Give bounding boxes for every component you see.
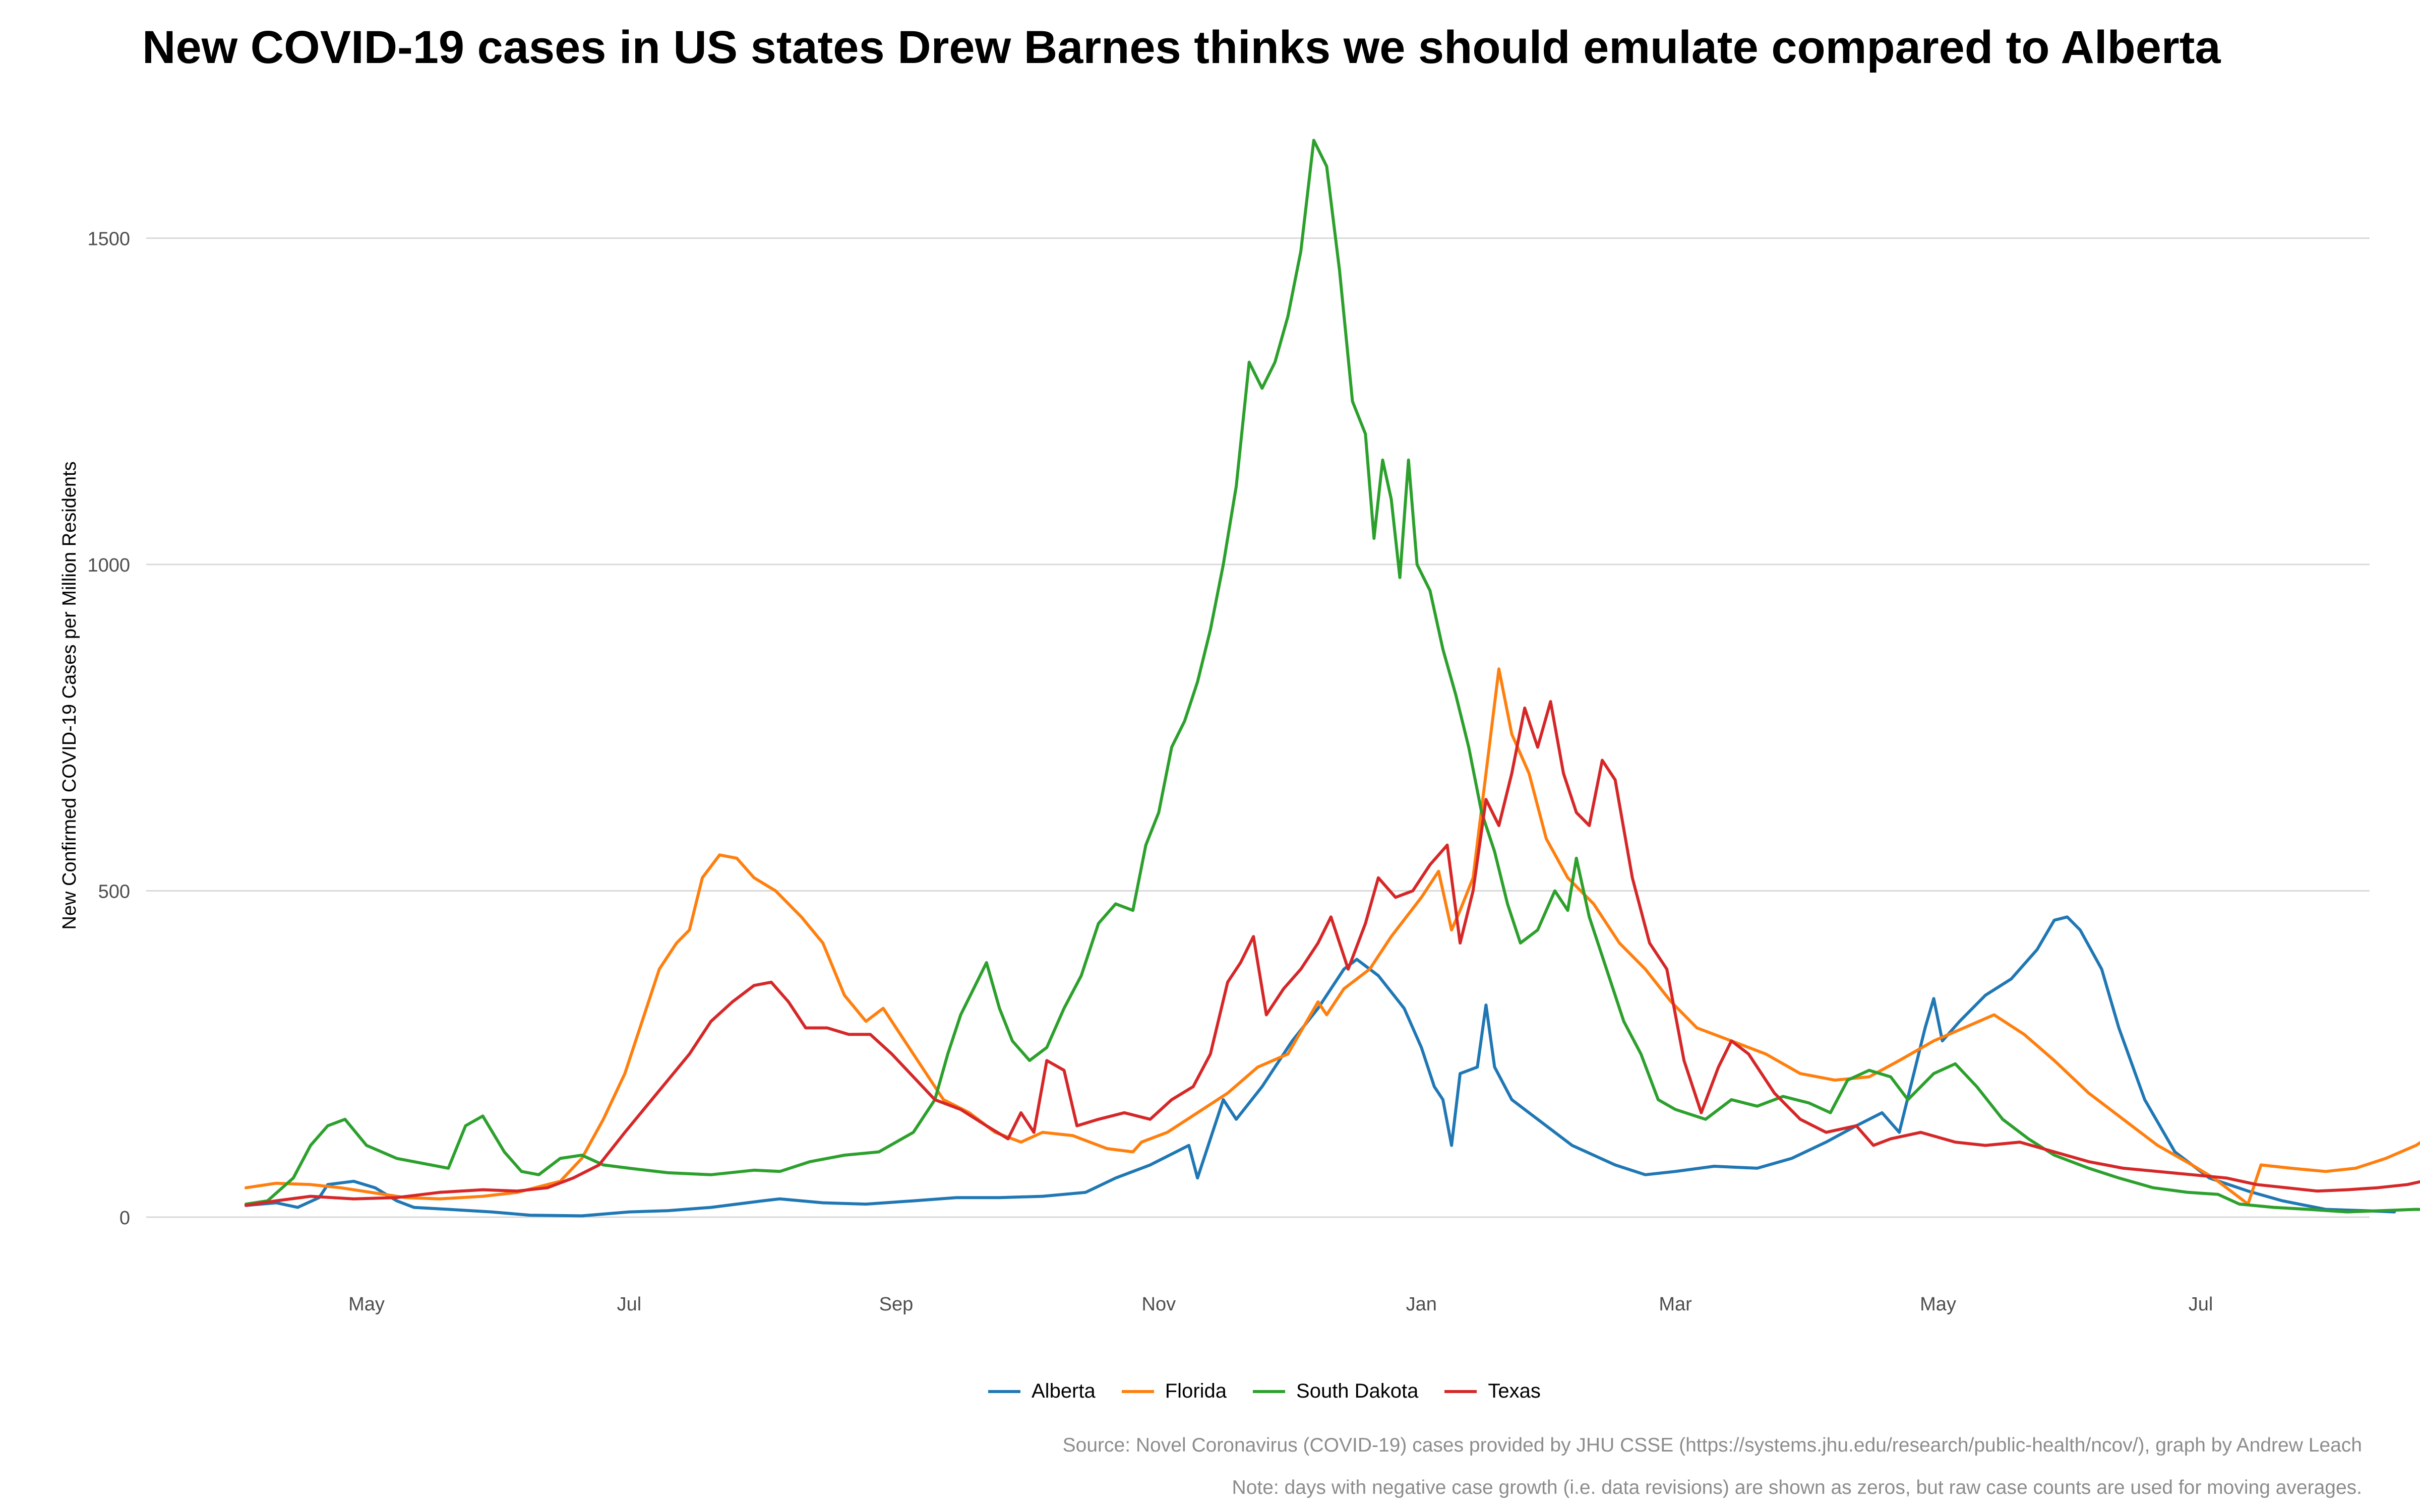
legend-swatch [988,1390,1020,1393]
x-tick-label: Nov [1142,1294,1176,1315]
x-tick-label: Mar [1659,1294,1692,1315]
legend-swatch [1444,1390,1477,1393]
x-tick-label: Sep [879,1294,914,1315]
legend-swatch [1121,1390,1154,1393]
source-note: Source: Novel Coronavirus (COVID-19) cas… [1062,1434,2362,1456]
y-tick-label: 1500 [87,229,130,250]
series-line-texas [244,700,2420,1207]
x-tick-label: May [1920,1294,1956,1315]
x-tick-label: May [348,1294,385,1315]
legend-label: Florida [1165,1380,1227,1402]
y-tick-label: 1000 [87,555,130,576]
gridlines [146,237,2370,1218]
y-tick-label: 500 [98,881,130,903]
legend-item-south-dakota: South Dakota [1253,1380,1418,1403]
legend: Alberta Florida South Dakota Texas [988,1380,1541,1403]
legend-label: South Dakota [1296,1380,1419,1402]
x-tick-label: Jan [1406,1294,1437,1315]
series-line-south-dakota [244,139,2420,1214]
legend-item-alberta: Alberta [988,1380,1096,1403]
legend-label: Alberta [1032,1380,1096,1402]
x-tick-label: Jul [2189,1294,2213,1315]
series-line-alberta [244,915,2396,1218]
legend-item-florida: Florida [1121,1380,1227,1403]
legend-label: Texas [1488,1380,1541,1402]
series-line-florida [244,667,2420,1206]
y-axis-label: New Confirmed COVID-19 Cases per Million… [59,461,80,929]
y-axis-ticks: 0 500 1000 1500 [87,229,130,1229]
x-tick-label: Jul [617,1294,642,1315]
legend-item-texas: Texas [1444,1380,1541,1403]
y-tick-label: 0 [119,1208,130,1229]
chart-title: New COVID-19 cases in US states Drew Bar… [142,22,2221,73]
x-axis-ticks: May Jul Sep Nov Jan Mar May Jul [348,1294,2213,1315]
series-lines [244,139,2420,1218]
legend-swatch [1253,1390,1286,1393]
data-note: Note: days with negative case growth (i.… [1232,1477,2362,1498]
